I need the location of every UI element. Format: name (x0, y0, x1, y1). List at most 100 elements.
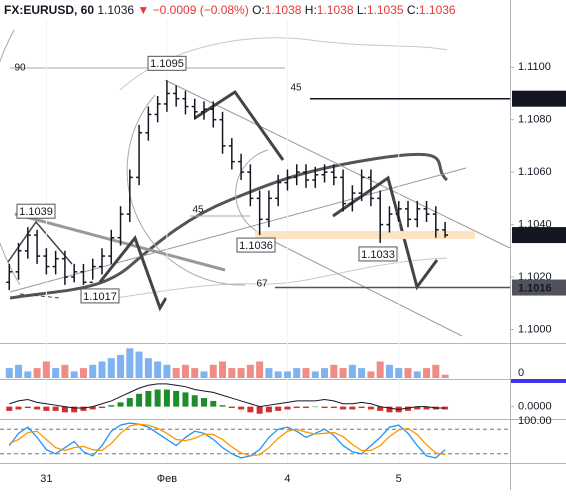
value-marker (511, 379, 566, 383)
volume-bar (191, 368, 199, 378)
volume-bar (209, 364, 217, 378)
macd-bar (228, 406, 235, 409)
volume-bar (441, 374, 449, 378)
stoch-line (9, 423, 446, 457)
price-label: 1.1016 (518, 282, 552, 294)
price-label: 1.1088 (518, 94, 552, 106)
volume-bar (98, 361, 106, 378)
macd-bar (377, 406, 384, 411)
volume-bar (256, 361, 264, 378)
callout-box (80, 288, 120, 304)
x-tick-label: 31 (40, 473, 52, 485)
volume-bar (283, 371, 291, 378)
y-tick-label: 0 (518, 367, 524, 379)
volume-bar (339, 368, 347, 378)
macd-bar (43, 406, 50, 411)
macd-bar (349, 406, 356, 410)
ohlc-value: 1.1036 (419, 3, 456, 17)
macd-bar (80, 406, 87, 411)
macd-bar (154, 389, 161, 407)
y-tick-label: 1.1100 (518, 61, 551, 73)
macd-bar (423, 406, 430, 410)
callout: 1.1033 (361, 249, 395, 261)
volume-bar (274, 371, 282, 378)
drawings (0, 29, 511, 337)
macd-bar (126, 398, 133, 407)
header: FX:EURUSD, 60 1.1036 ▼ −0.0009 (−0.08%) … (4, 3, 456, 17)
macd-bar (61, 406, 68, 413)
volume-bar (135, 351, 143, 378)
y-tick-label: 1.1080 (518, 114, 552, 126)
volume-bar (42, 361, 50, 378)
volume-bar (246, 364, 254, 378)
callout-box (236, 237, 276, 253)
callout: 1.1039 (19, 206, 53, 218)
zigzag (7, 220, 73, 265)
macd-bar (15, 406, 22, 410)
x-tick-label: 5 (396, 473, 402, 485)
macd-bar (117, 402, 124, 407)
callout-box (358, 246, 398, 262)
volume-bar (61, 364, 69, 378)
macd-bar (136, 393, 143, 407)
macd-bar (312, 406, 319, 408)
change-arrow: ▼ (137, 3, 149, 17)
macd-bar (210, 400, 217, 407)
ohlc-key: L: (357, 3, 367, 17)
trend-line (254, 231, 463, 337)
volume-bar (70, 371, 78, 378)
volume-bar (265, 368, 273, 378)
volume-bar (5, 368, 13, 378)
callout-box (16, 203, 56, 219)
fib-label: 45 (290, 83, 302, 94)
macd-bar (386, 406, 393, 413)
fib-arc (126, 94, 246, 286)
ohlc-key: C: (407, 3, 419, 17)
volume-bar (413, 371, 421, 378)
macd-line (9, 383, 446, 410)
macd-bar (163, 389, 170, 407)
volume-bar (293, 368, 301, 378)
volume-bar (395, 368, 403, 378)
callout: 1.1017 (83, 291, 117, 303)
macd-bar (303, 406, 309, 409)
trend-line (164, 79, 511, 249)
price-label: 1.1036 (518, 230, 552, 242)
volume-bar (52, 368, 60, 378)
callout: 1.1095 (150, 58, 184, 70)
macd-bar (89, 406, 96, 410)
price-label-box (512, 227, 566, 244)
ohlc-key: H: (305, 3, 317, 17)
volume-bar (367, 371, 375, 378)
macd-bar (340, 406, 347, 410)
volume-bar (385, 364, 393, 378)
y-tick-label: 0.0000 (518, 401, 552, 413)
macd-bar (265, 406, 272, 413)
macd-bar (275, 406, 282, 411)
volume-bar (404, 368, 412, 378)
volume-bar (154, 361, 162, 378)
macd-bar (284, 406, 291, 410)
volume-bar (302, 368, 310, 378)
macd-bar (24, 406, 31, 409)
macd-bar (256, 406, 263, 414)
fib-label: 90 (14, 63, 26, 74)
macd-bar (238, 406, 245, 410)
macd-bar (145, 390, 152, 407)
macd-bar (293, 406, 300, 409)
macd-bar (414, 406, 421, 410)
macd-bar (108, 405, 115, 407)
fib-arc (235, 149, 269, 233)
macd-bar (367, 406, 374, 410)
price-label-box (512, 279, 566, 296)
volume-bar (144, 358, 152, 378)
volume-bar (311, 371, 319, 378)
callout: 1.1036 (239, 240, 273, 252)
volume-bar (117, 354, 125, 378)
zigzag (98, 234, 168, 312)
macd-bar (34, 406, 41, 410)
fib-label: 45 (192, 205, 204, 216)
x-tick-label: Фев (157, 473, 177, 485)
